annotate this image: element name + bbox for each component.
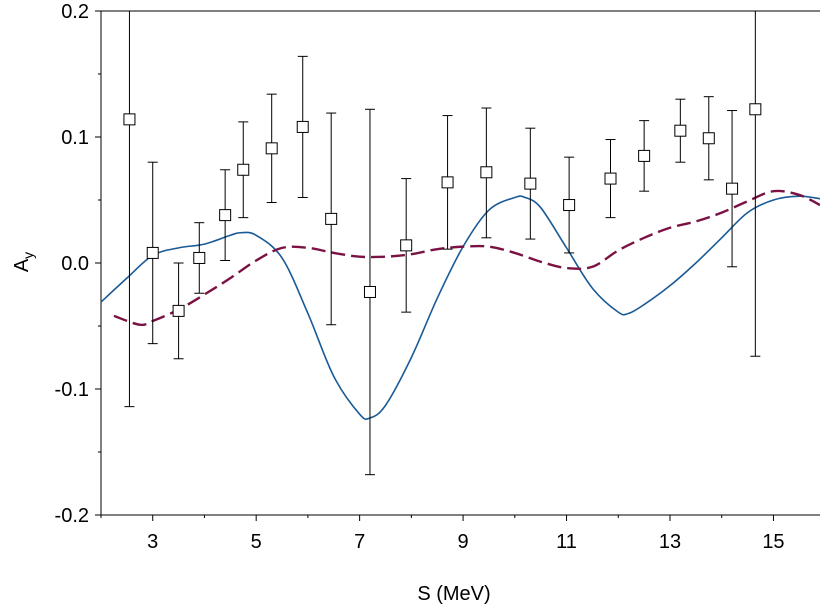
y-tick-label: 0.1 — [61, 127, 89, 149]
y-axis-title-subscript: y — [20, 252, 36, 259]
x-tick-label: 9 — [458, 531, 469, 553]
data-point-marker — [237, 163, 250, 176]
data-point-marker — [296, 120, 309, 133]
data-points — [123, 10, 762, 476]
y-tick-label: -0.2 — [55, 505, 89, 527]
data-point-marker — [363, 285, 376, 298]
data-point-marker — [219, 209, 232, 222]
x-axis-title: S (MeV) — [417, 583, 490, 605]
x-axis: 3 5 7 9 11 13 15 — [100, 515, 785, 553]
data-point-marker — [638, 149, 651, 162]
x-tick-label: 11 — [556, 531, 577, 553]
dashed-curve — [113, 189, 820, 327]
data-point-marker — [749, 103, 762, 116]
y-axis-title: Ay — [11, 252, 36, 272]
plot-frame — [100, 10, 820, 516]
data-point-marker — [702, 132, 715, 145]
data-point-marker — [325, 212, 338, 225]
data-point-marker — [123, 113, 136, 126]
model-curves — [100, 189, 820, 421]
data-point-marker — [480, 166, 493, 179]
solid-curve — [100, 195, 820, 421]
x-tick-label: 7 — [354, 531, 365, 553]
data-point-marker — [524, 177, 537, 190]
y-tick-label: 0.0 — [61, 253, 89, 275]
data-point-marker — [563, 199, 576, 212]
x-tick-label: 13 — [659, 531, 681, 553]
data-point-marker — [400, 239, 413, 252]
data-point-marker — [193, 251, 206, 264]
y-axis: 0.2 0.1 0.0 -0.1 -0.2 — [55, 1, 101, 527]
data-point-marker — [604, 172, 617, 185]
y-axis-title-main: A — [11, 258, 33, 272]
y-tick-label: 0.2 — [61, 1, 89, 23]
data-point-marker — [172, 304, 185, 317]
data-point-marker — [265, 142, 278, 155]
data-point-marker — [674, 124, 687, 137]
y-tick-label: -0.1 — [55, 379, 89, 401]
x-tick-label: 3 — [147, 531, 158, 553]
data-point-marker — [146, 246, 159, 259]
x-tick-label: 15 — [762, 531, 784, 553]
x-tick-label: 5 — [251, 531, 262, 553]
data-point-marker — [441, 176, 454, 189]
data-point-marker — [726, 182, 739, 195]
